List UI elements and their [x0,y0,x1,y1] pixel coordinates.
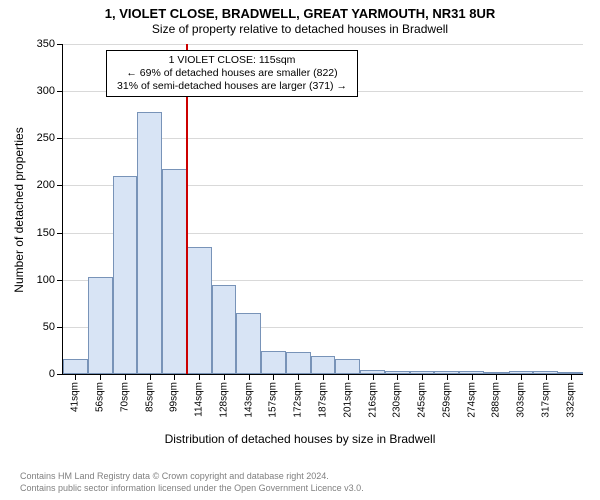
footer-line: Contains HM Land Registry data © Crown c… [20,470,364,482]
x-tick [273,374,274,380]
histogram-bar [236,313,261,374]
x-tick-label: 245sqm [417,382,428,418]
annotation-line: 1 VIOLET CLOSE: 115sqm [113,54,351,67]
x-tick-label: 216sqm [367,382,378,418]
y-tick-label: 350 [25,38,55,50]
x-tick [125,374,126,380]
x-tick [199,374,200,380]
x-tick [100,374,101,380]
histogram-bar [187,247,212,374]
histogram-bar [137,112,162,374]
x-tick [323,374,324,380]
title-block: 1, VIOLET CLOSE, BRADWELL, GREAT YARMOUT… [0,6,600,37]
x-tick-label: 172sqm [293,382,304,418]
x-axis-title: Distribution of detached houses by size … [0,432,600,446]
y-tick [57,233,63,234]
x-tick-label: 303sqm [516,382,527,418]
histogram-bar [63,359,88,374]
histogram-bar [212,285,237,374]
x-tick-label: 317sqm [540,382,551,418]
x-tick [571,374,572,380]
y-tick [57,185,63,186]
x-tick-label: 187sqm [318,382,329,418]
x-tick [397,374,398,380]
y-tick [57,91,63,92]
x-tick-label: 114sqm [194,382,205,417]
y-tick-label: 50 [25,321,55,333]
x-tick [150,374,151,380]
y-tick-label: 100 [25,274,55,286]
y-tick-label: 300 [25,85,55,97]
x-tick-label: 56sqm [95,382,106,412]
histogram-bar [162,169,187,374]
x-tick [174,374,175,380]
histogram-bar [261,351,286,374]
x-tick-label: 332sqm [565,382,576,418]
x-tick-label: 157sqm [268,382,279,418]
histogram-bar [335,359,360,374]
x-tick [348,374,349,380]
y-tick [57,44,63,45]
x-tick-label: 143sqm [243,382,254,418]
footer-line: Contains public sector information licen… [20,482,364,494]
x-tick [373,374,374,380]
y-tick [57,327,63,328]
x-tick [472,374,473,380]
annotation-line: 31% of semi-detached houses are larger (… [113,80,351,93]
y-tick [57,280,63,281]
grid-line [63,44,583,45]
y-tick-label: 250 [25,132,55,144]
x-tick-label: 99sqm [169,382,180,412]
x-tick-label: 274sqm [466,382,477,418]
x-tick [249,374,250,380]
y-tick-label: 0 [25,368,55,380]
x-tick-label: 288sqm [491,382,502,418]
x-tick-label: 70sqm [119,382,130,412]
x-tick [75,374,76,380]
y-tick [57,374,63,375]
x-tick-label: 41sqm [70,382,81,412]
x-tick [521,374,522,380]
footer-attribution: Contains HM Land Registry data © Crown c… [20,470,364,494]
x-tick-label: 201sqm [342,382,353,418]
x-tick [496,374,497,380]
histogram-bar [286,352,311,374]
histogram-bar [88,277,113,374]
y-tick-label: 150 [25,227,55,239]
x-tick [546,374,547,380]
x-tick-label: 128sqm [218,382,229,418]
x-tick [422,374,423,380]
chart-subtitle: Size of property relative to detached ho… [0,22,600,37]
y-tick [57,138,63,139]
x-tick [298,374,299,380]
y-tick-label: 200 [25,179,55,191]
x-tick-label: 230sqm [392,382,403,418]
x-tick [447,374,448,380]
histogram-bar [113,176,138,374]
y-axis-title: Number of detached properties [12,127,26,292]
chart-container: 1, VIOLET CLOSE, BRADWELL, GREAT YARMOUT… [0,0,600,500]
annotation-box: 1 VIOLET CLOSE: 115sqm← 69% of detached … [106,50,358,97]
annotation-line: ← 69% of detached houses are smaller (82… [113,67,351,80]
histogram-bar [311,356,336,374]
x-tick-label: 85sqm [144,382,155,412]
x-tick-label: 259sqm [441,382,452,418]
chart-title: 1, VIOLET CLOSE, BRADWELL, GREAT YARMOUT… [0,6,600,22]
x-tick [224,374,225,380]
